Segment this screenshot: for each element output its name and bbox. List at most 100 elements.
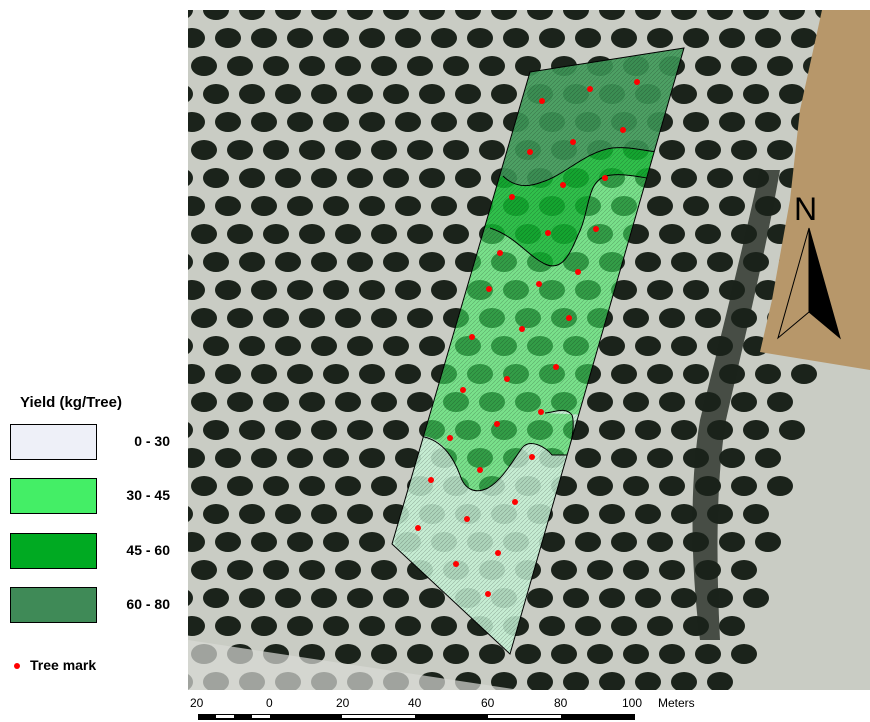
legend-label: 45 - 60 [126, 542, 170, 558]
tree-crown [203, 420, 229, 440]
tree-crown [755, 448, 781, 468]
tree-crown [371, 476, 397, 496]
tree-crown [515, 644, 541, 664]
tree-crown [215, 280, 241, 300]
scale-bar [198, 714, 635, 720]
tree-crown [131, 168, 157, 188]
tree-crown [359, 112, 385, 132]
tree-crown [155, 224, 181, 244]
tree-marks [415, 79, 640, 597]
tree-mark [494, 421, 500, 427]
tree-crown [479, 56, 505, 76]
tree-crown [251, 616, 277, 636]
tree-crown [587, 644, 613, 664]
tree-mark [477, 467, 483, 473]
tree-crown [431, 616, 457, 636]
tree-crown [635, 10, 661, 20]
tree-crown [395, 364, 421, 384]
tree-crown [395, 448, 421, 468]
tree-crown [323, 28, 349, 48]
tree-crown [371, 140, 397, 160]
tree-crown [527, 10, 553, 20]
tree-crown [407, 308, 433, 328]
tree-crown [359, 448, 385, 468]
tree-mark [464, 516, 470, 522]
tree-crown [743, 504, 769, 524]
tree-mark [560, 182, 566, 188]
legend-swatch [10, 424, 97, 460]
tree-crown [347, 10, 373, 20]
tree-crown [587, 392, 613, 412]
tree-crown [191, 56, 217, 76]
tree-crown [659, 392, 685, 412]
tree-crown [443, 140, 469, 160]
tree-crown [287, 28, 313, 48]
tree-crown [779, 84, 805, 104]
tree-crown [299, 308, 325, 328]
tree-crown [188, 196, 205, 216]
tree-crown [188, 10, 193, 18]
tree-crown [239, 504, 265, 524]
tree-crown [539, 616, 565, 636]
tree-crown [395, 280, 421, 300]
tree-crown [743, 10, 769, 20]
tree-crown [419, 10, 445, 20]
tree-crown [155, 392, 181, 412]
tree-crown [215, 28, 241, 48]
tree-crown [383, 336, 409, 356]
tree-crown [188, 86, 193, 102]
tree-crown [383, 168, 409, 188]
tree-crown [275, 420, 301, 440]
field-boundary [391, 47, 685, 655]
tree-crown [647, 364, 673, 384]
tree-crown [623, 308, 649, 328]
tree-crown [695, 56, 721, 76]
tree-crown [335, 224, 361, 244]
tree-crown [203, 504, 229, 524]
tree-crown [683, 280, 709, 300]
tree-crown [323, 196, 349, 216]
tree-crown [635, 420, 661, 440]
tree-crown [647, 532, 673, 552]
scale-tick: 40 [408, 696, 422, 710]
tree-crown [407, 224, 433, 244]
tree-crown [359, 196, 385, 216]
north-arrow: N [777, 191, 841, 340]
legend-label: 60 - 80 [126, 596, 170, 612]
tree-crown [107, 700, 133, 720]
legend-tree-mark: Tree mark [14, 657, 96, 673]
tree-mark [634, 79, 640, 85]
tree-crown [395, 196, 421, 216]
tree-crown [599, 10, 625, 20]
tree-crown [215, 616, 241, 636]
tree-crown [731, 560, 757, 580]
tree-crown [311, 252, 337, 272]
tree-mark [495, 550, 501, 556]
tree-mark [428, 477, 434, 483]
tree-crown [659, 224, 685, 244]
tree-crown [215, 196, 241, 216]
tree-crown [659, 140, 685, 160]
tree-crown [188, 28, 205, 48]
tree-crown [227, 224, 253, 244]
tree-crown [359, 280, 385, 300]
tree-crown [527, 672, 553, 690]
tree-crown [731, 644, 757, 664]
tree-crown [563, 10, 589, 20]
tree-crown [311, 10, 337, 20]
tree-crown [23, 672, 49, 692]
tree-crown [635, 588, 661, 608]
tree-crown [575, 616, 601, 636]
tree-mark [587, 86, 593, 92]
tree-crown [188, 280, 205, 300]
tree-crown [143, 112, 169, 132]
tree-crown [263, 224, 289, 244]
tree-crown [188, 112, 205, 132]
tree-crown [203, 10, 229, 20]
tree-crown [635, 252, 661, 272]
tree-crown [95, 336, 121, 356]
tree-crown [395, 112, 421, 132]
tree-crown [191, 476, 217, 496]
scale-tick: 0 [266, 696, 273, 710]
tree-crown [191, 308, 217, 328]
